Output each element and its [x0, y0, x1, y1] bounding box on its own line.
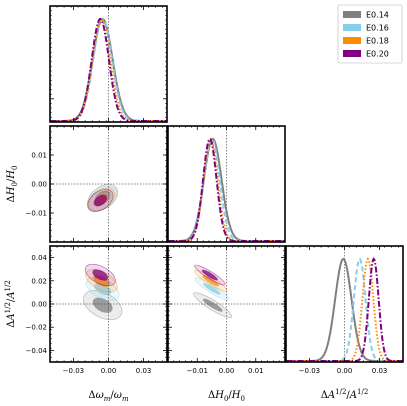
legend-swatch-E0.16 [343, 24, 361, 31]
legend-label-E0.18: E0.18 [366, 37, 389, 46]
marginal-H0 [168, 137, 285, 242]
legend-label-E0.20: E0.20 [366, 50, 389, 59]
panel-A-om-xtick-label: 0.00 [101, 367, 117, 375]
xlabel-om: Δωm/ωm [88, 390, 129, 403]
panel-A-xtick-label: 0.00 [337, 367, 353, 375]
panel-A-om-xtick-label: 0.03 [136, 367, 152, 375]
xlabel-A: ΔA1/2/A1/2 [321, 388, 369, 401]
legend: E0.14 E0.16 E0.18 E0.20 [337, 4, 403, 64]
legend-swatch-E0.18 [343, 37, 361, 44]
marginal-A-E0.16 [286, 257, 403, 362]
legend-label-E0.14: E0.14 [366, 11, 389, 20]
panel-A-H0-E0.20-1sigma [201, 269, 218, 281]
legend-box [337, 4, 403, 64]
panel-A-om-E0.14-1sigma [92, 297, 113, 313]
panel-H0-om [87, 184, 119, 212]
panel-A-om-ytick-label: −0.04 [26, 347, 48, 355]
marginal-om-E0.20 [50, 17, 167, 122]
panel-A-xtick-label: −0.03 [299, 367, 320, 375]
panel-A-om-ytick-label: 0.04 [31, 254, 47, 262]
panel-A-H0-E0.14-1sigma [202, 298, 223, 312]
ylabel-H0: ΔH0/H0 [6, 165, 19, 202]
panel-A-H0-xtick-label: 0.01 [248, 367, 264, 375]
panel-A-H0-xtick-label: −0.01 [187, 367, 208, 375]
legend-swatch-E0.14 [343, 11, 361, 18]
panel-H0-om-ytick-label: 0.01 [31, 152, 47, 160]
panel-H0-om-E0.20-1sigma [93, 194, 107, 207]
panel-A-om [83, 263, 123, 321]
panel-A-H0-xtick-label: 0.00 [219, 367, 235, 375]
panel-A-om-ytick-label: −0.02 [26, 324, 47, 332]
panel-H0-om-ytick-label: 0.00 [31, 181, 47, 189]
ylabel-A: ΔA1/2/A1/2 [4, 280, 17, 328]
legend-label-E0.16: E0.16 [366, 24, 389, 33]
panel-A-om-xtick-label: −0.03 [63, 367, 84, 375]
panel-A-H0-E0.18-1sigma [202, 275, 220, 287]
xlabel-H0: ΔH0/H0 [208, 390, 245, 403]
legend-swatch-E0.20 [343, 50, 361, 57]
panel-A-om-ytick-label: 0.02 [31, 277, 47, 285]
panel-H0-om-ytick-label: −0.01 [26, 210, 47, 218]
panel-A-xtick-label: 0.03 [372, 367, 388, 375]
panel-A-om-E0.20-1sigma [92, 269, 109, 281]
panel-A-H0-E0.16-1sigma [203, 283, 221, 295]
marginal-H0-E0.20 [168, 137, 285, 242]
panel-A-H0 [193, 264, 233, 318]
panel-A-om-ellipses [83, 263, 123, 321]
marginal-om-E0.18 [50, 17, 167, 122]
panel-H0-om-ellipses [87, 184, 119, 212]
panel-A-H0-ellipses [193, 264, 233, 318]
panel-A-om-ytick-label: 0.00 [31, 301, 47, 309]
marginal-om [50, 17, 167, 122]
